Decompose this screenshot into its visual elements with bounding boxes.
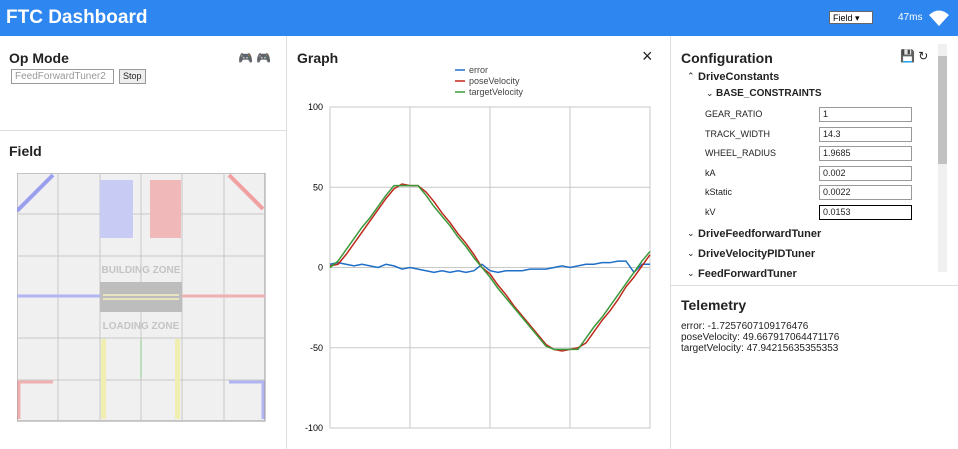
op-mode-select[interactable]: FeedForwardTuner2 xyxy=(11,69,114,84)
field-input[interactable]: 0.0153 xyxy=(819,204,912,220)
stop-button[interactable]: Stop xyxy=(119,69,146,84)
telemetry-title: Telemetry xyxy=(681,297,747,313)
y-tick-label: 50 xyxy=(313,182,323,192)
group-label[interactable]: DriveVelocityPIDTuner xyxy=(698,248,816,260)
field-name: GEAR_RATIO xyxy=(705,109,763,119)
y-tick-label: -50 xyxy=(310,343,323,353)
field-name: kA xyxy=(705,167,716,178)
op-mode-title: Op Mode xyxy=(9,50,69,66)
graph-title: Graph xyxy=(297,50,339,66)
field-input[interactable]: 0.0022 xyxy=(819,185,912,200)
top-bar: FTC Dashboard Field ▾ 47ms xyxy=(0,0,958,36)
y-tick-label: 0 xyxy=(318,263,323,273)
field-image: BUILDING ZONE LOADING ZONE xyxy=(17,173,266,422)
latency: 47ms xyxy=(898,12,923,23)
caret[interactable]: ⌄ xyxy=(687,248,695,258)
telemetry-line: targetVelocity: 47.94215635355353 xyxy=(681,343,839,354)
zone-label: BUILDING ZONE xyxy=(102,265,181,276)
chart: 100 50 0 -50 -100 errorposeVelocitytargetVelo… xyxy=(305,65,651,433)
telemetry-line: error: -1.7257607109176476 xyxy=(681,321,809,332)
divider xyxy=(671,285,958,286)
y-tick-label: -100 xyxy=(305,423,323,433)
field-input[interactable]: 1 xyxy=(819,107,912,122)
y-tick-label: 100 xyxy=(308,102,323,112)
subgroup-label[interactable]: BASE_CONSTRAINTS xyxy=(716,88,822,99)
caret[interactable]: ⌄ xyxy=(706,88,714,98)
close-button[interactable]: × xyxy=(642,46,653,66)
field-input[interactable]: 14.3 xyxy=(819,126,912,142)
field-name: kStatic xyxy=(705,187,733,197)
divider xyxy=(286,36,287,449)
config-title: Configuration xyxy=(681,50,773,66)
field-select[interactable]: Field ▾ xyxy=(829,11,873,24)
legend-label: error xyxy=(469,65,488,75)
field-input[interactable]: 0.002 xyxy=(819,165,912,181)
field-select-text: Field xyxy=(833,13,853,23)
field-name: TRACK_WIDTH xyxy=(705,128,770,139)
app-title: FTC Dashboard xyxy=(6,7,148,28)
gamepad-icons: 🎮 🎮 xyxy=(238,51,272,65)
zone-label: LOADING ZONE xyxy=(103,321,180,332)
divider xyxy=(670,36,671,449)
caret[interactable]: ⌄ xyxy=(687,268,695,278)
group-label[interactable]: FeedForwardTuner xyxy=(698,268,797,280)
group-label[interactable]: DriveConstants xyxy=(698,71,780,83)
series-line xyxy=(329,183,651,352)
field-input[interactable]: 1.9685 xyxy=(819,146,912,161)
save-refresh-icons[interactable]: 💾 ↻ xyxy=(900,49,929,63)
series-line xyxy=(329,260,650,274)
wifi-icon xyxy=(929,10,949,26)
scrollbar[interactable] xyxy=(938,44,947,272)
series-line xyxy=(329,184,651,351)
caret[interactable]: ⌄ xyxy=(687,228,695,238)
telemetry-line: poseVelocity: 49.667917064471176 xyxy=(681,332,840,343)
op-mode-text: FeedForwardTuner2 xyxy=(15,71,106,82)
field-name: kV xyxy=(705,206,716,217)
field-title: Field xyxy=(9,143,42,159)
stop-text: Stop xyxy=(123,71,142,81)
legend-label: poseVelocity xyxy=(469,76,520,86)
caret[interactable]: ⌃ xyxy=(687,71,695,81)
field-name: WHEEL_RADIUS xyxy=(705,148,777,158)
telemetry-lines: error: -1.7257607109176476 poseVelocity: … xyxy=(681,321,839,354)
group-label[interactable]: DriveFeedforwardTuner xyxy=(698,228,822,240)
divider xyxy=(0,130,286,131)
legend-label: targetVelocity xyxy=(469,87,524,97)
